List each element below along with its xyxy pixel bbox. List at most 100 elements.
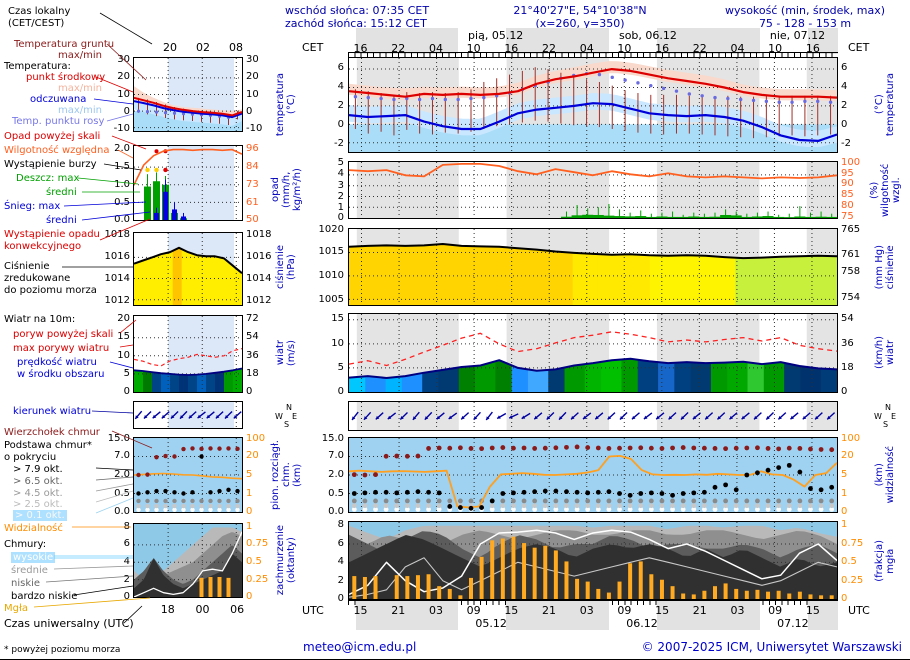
legend-max-gusts: max porywy wiatru [13,343,110,354]
panel-cloud-cover: 8 6 4 2 0 1 0.75 0.5 0.25 0 zachmurzenie (oktanty)(… [0,519,910,603]
legend-okta-25: > 2.5 okt. [13,499,63,510]
mini-panel-wind-direction [0,401,910,429]
email-link[interactable]: meteo@icm.edu.pl [303,640,417,654]
mini-panel-pressure: 1018 1016 1014 1012 1018 1016 1014 1012 [104,229,272,306]
legend-pressure-3: do poziomu morza [4,285,97,296]
mini-cet-02: 02 [196,41,210,54]
mini-cet-20: 20 [163,41,177,54]
mini-wind-direction-strip [133,401,243,429]
legend-okta-45: > 4.5 okt. [13,488,63,499]
legend-local-time: Czas lokalny [8,6,71,17]
mini-panel-cloud-extent: 15.0 7.0 2.0 0.5 0.0 100 20 5 1 0 [107,432,266,518]
cet-label-right: CET [848,41,870,54]
mini-panel-wind: 20 15 10 5 0 72 54 36 18 0 [117,312,259,398]
coordinates: 21°40'27"E, 54°10'38"N (x=260, y=350) [460,4,700,30]
mini-cet-08: 08 [229,41,243,54]
panel-pressure: 1020 1015 1010 1005 765 761 758 754 ciśnienie (hP… [0,224,910,306]
footnote-sea-level: * powyżej poziomu morza [4,645,121,655]
cloud-cover-chart [348,521,838,600]
legend-wind-speed-1: prędkość wiatru [17,357,97,368]
sunset-text: zachód słońca: 15:12 CET [285,17,427,30]
legend-cet-cest: (CET/CEST) [8,18,65,29]
legend-rain-mean: średni [46,187,77,198]
cloud-extent-chart [348,437,838,513]
utc-axis-band: 15 21 03 09 15 21 03 09 15 21 03 09 15 05.12 06.12 07.1… [348,601,838,630]
legend-ground-maxmin: max/min [58,50,103,61]
legend-clouds: Chmury: [4,539,47,550]
utc-label-left: UTC [302,604,324,617]
utc-label-right: UTC [848,604,870,617]
legend-feels-like: odczuwana [30,94,87,105]
legend-cloud-base-2: o pokryciu [4,452,57,463]
sunrise-text: wschód słońca: 07:35 CET [285,4,430,17]
temperature-chart [348,57,838,153]
legend-convective-2: konwekcyjnego [4,241,82,252]
cet-label-left: CET [302,41,324,54]
mini-panel-temperature: 30 20 10 0 -10 30 20 10 0 -10 [113,54,263,134]
legend-storm: Wystąpienie burzy [4,159,97,170]
legend-clouds-high: wysokie [11,552,56,563]
legend-rain-max: Deszcz: max [16,173,80,184]
legend-temp-maxmin: max/min [58,83,103,94]
legend-wind-dir: kierunek wiatru [13,406,92,417]
legend-wind10: Wiatr na 10m: [4,314,76,325]
legend-midpoint: punkt środkowy [26,72,106,83]
mini-cloud-cover-chart [133,523,243,598]
mini-pressure-chart [133,232,243,306]
legend-convective-1: Wystąpienie opadu [4,229,100,240]
legend-gust-offscale: poryw powyżej skali [13,329,114,340]
mini-precipitation-chart [133,145,243,221]
elevation-values: 75 - 128 - 153 m [758,17,852,30]
legend-ground-temp: Temperatura gruntu [14,39,115,50]
legend-feels-maxmin: max/min [58,105,103,116]
mini-utc-axis: 18 00 06 [160,603,245,616]
legend-okta-01: > 0.1 okt. [13,510,67,521]
sun-times: wschód słońca: 07:35 CET zachód słońca: … [285,4,429,30]
legend-pressure-1: Ciśnienie [4,261,50,272]
elevation: wysokość (min, środek, max) 75 - 128 - 1… [705,4,905,30]
panel-wind: 15 10 5 0 54 36 18 0 wiatr (m/s) (km/h) wiatr [0,313,910,397]
legend-okta-79: > 7.9 okt. [13,464,63,475]
mini-panel-precipitation: 2.0 1.5 1.0 0.5 0.0 96 84 73 61 50 [114,142,259,226]
legend-clouds-vlow: bardzo niskie [11,591,78,602]
legend-visibility: Widzialność [4,523,63,534]
legend-clouds-mid: średnie [11,565,48,576]
elevation-title: wysokość (min, środek, max) [724,4,886,17]
mini-wind-chart [133,315,243,393]
cet-axis-band: 16 22 04 10 16 22 04 10 16 22 04 10 16 pią, 05.12 sob,… [348,28,838,55]
mini-panel-cloud-cover: 8 6 4 2 0 1 0.75 0.5 0.25 0 [123,520,269,603]
grid-point-text: (x=260, y=350) [535,17,625,30]
wind-chart [348,313,838,393]
legend-snow-max: Śnieg: max [4,201,61,212]
legend-snow-mean: średni [46,215,77,226]
legend-humidity: Wilgotność względna [4,145,110,156]
mini-cloud-extent-chart [133,437,243,513]
legend-clouds-low: niskie [11,578,41,589]
precipitation-chart [348,161,838,219]
legend-cloud-top: Wierzchołek chmur [4,427,100,438]
legend-pressure-2: zredukowane [4,273,71,284]
panel-cloud-extent: 15.0 7.0 2.0 0.5 0.0 100 20 5 1 0 pion. rozciągł. … [0,433,910,517]
legend-temperature: Temperatura: [4,61,71,72]
legend-fog: Mgła [4,603,28,614]
cet-tick-ruler [348,52,838,57]
legend-dew-point: Temp. punktu rosy [12,116,105,127]
panel-precipitation: 5 4 3 2 1 0 100 95 90 85 80 75 opad (mm/h, kg/m²/h) (%… [269,156,902,224]
legend-cloud-base-1: Podstawa chmur* [4,440,92,451]
legend-wind-speed-2: w środku obszaru [17,369,105,380]
coords-text: 21°40'27"E, 54°10'38"N [513,4,647,17]
wind-direction-strip [348,401,838,431]
panel-temperature: 6 4 2 0 -2 6 4 2 0 -2 temperatura (°C) (°C) temperatu… [0,57,910,153]
legend-utc: Czas uniwersalny (UTC) [4,617,134,630]
mini-temperature-chart [133,57,243,132]
copyright-text: © 2007-2025 ICM, Uniwersytet Warszawski [641,640,902,654]
pressure-chart [348,228,838,306]
legend-precip-offscale: Opad powyżej skali [4,131,101,142]
legend-okta-65: > 6.5 okt. [13,476,63,487]
